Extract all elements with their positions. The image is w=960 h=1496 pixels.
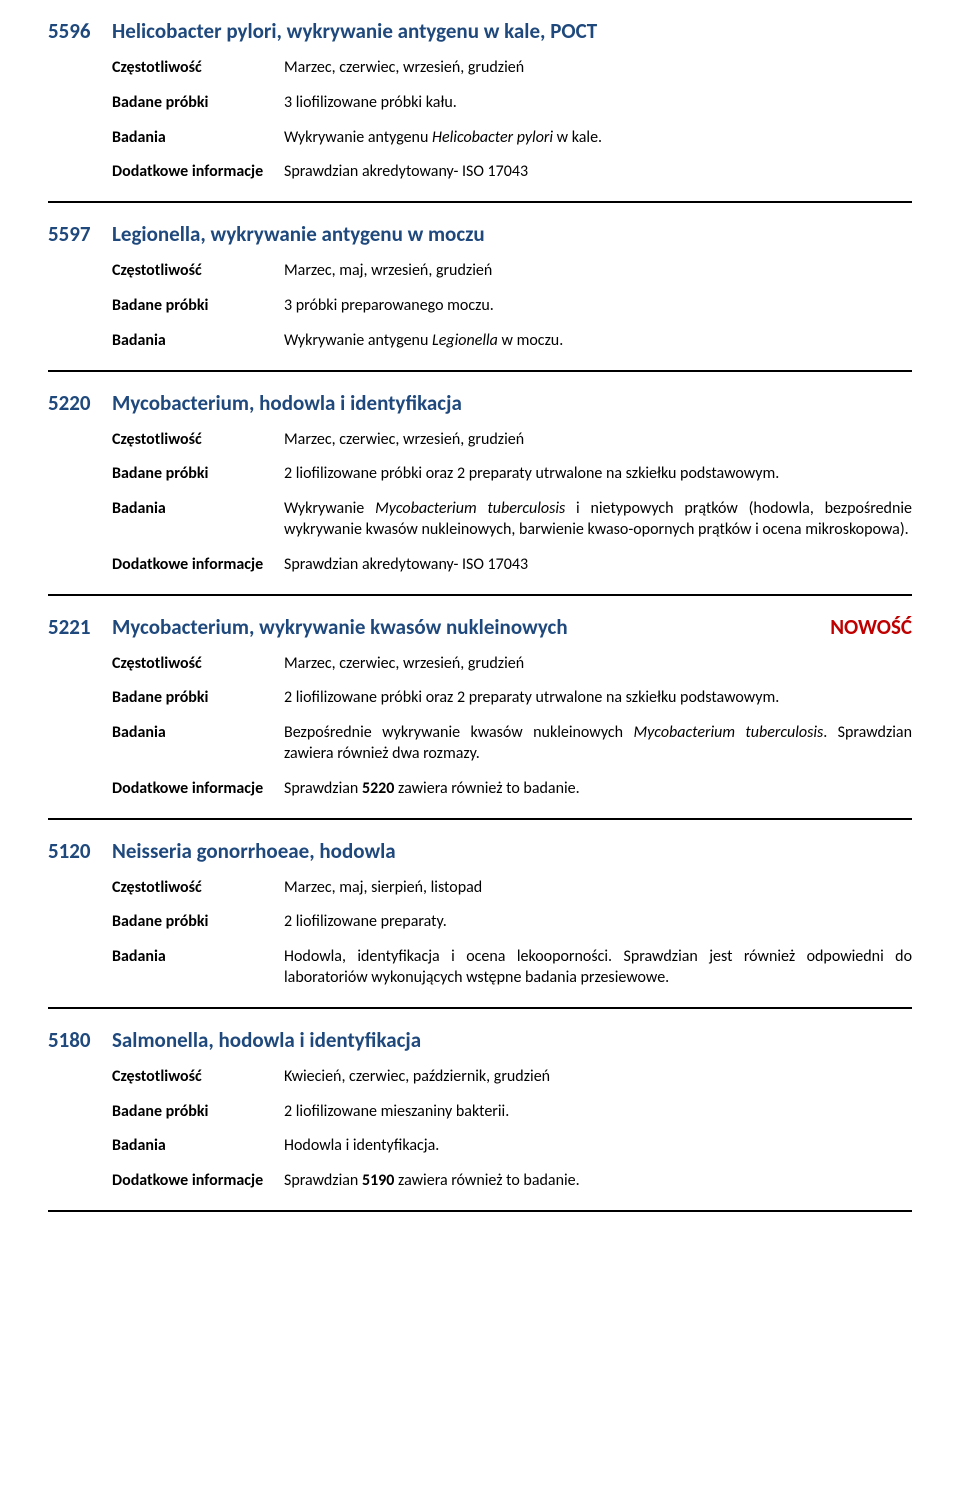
frequency-row: CzęstotliwośćMarzec, czerwiec, wrzesień,… <box>48 58 912 79</box>
entry-header: 5220Mycobacterium, hodowla i identyfikac… <box>48 390 912 416</box>
samples-row: Badane próbki3 próbki preparowanego mocz… <box>48 296 912 317</box>
tests-label: Badania <box>112 331 284 352</box>
samples-label: Badane próbki <box>112 688 284 709</box>
extra-info-label: Dodatkowe informacje <box>112 779 284 800</box>
frequency-row: CzęstotliwośćMarzec, maj, wrzesień, grud… <box>48 261 912 282</box>
entry: 5180Salmonella, hodowla i identyfikacja C… <box>48 1027 912 1192</box>
samples-label: Badane próbki <box>112 93 284 114</box>
entry-code: 5221 <box>48 614 112 640</box>
tests-value: Wykrywanie Mycobacterium tuberculosis i … <box>284 499 912 541</box>
frequency-value: Marzec, czerwiec, wrzesień, grudzień <box>284 430 912 451</box>
samples-label: Badane próbki <box>112 912 284 933</box>
frequency-label: Częstotliwość <box>112 878 284 899</box>
frequency-row: CzęstotliwośćKwiecień, czerwiec, paździe… <box>48 1067 912 1088</box>
frequency-row: CzęstotliwośćMarzec, czerwiec, wrzesień,… <box>48 430 912 451</box>
extra-info-row: Dodatkowe informacjeSprawdzian akredytow… <box>48 555 912 576</box>
entry-header: 5221Mycobacterium, wykrywanie kwasów nuk… <box>48 614 912 640</box>
tests-value: Hodowla i identyfikacja. <box>284 1136 912 1157</box>
entry-code: 5596 <box>48 18 112 44</box>
entry-title: Legionella, wykrywanie antygenu w moczu <box>112 221 912 247</box>
entry-code: 5597 <box>48 221 112 247</box>
samples-label: Badane próbki <box>112 464 284 485</box>
frequency-label: Częstotliwość <box>112 654 284 675</box>
tests-row: BadaniaBezpośrednie wykrywanie kwasów nu… <box>48 723 912 765</box>
frequency-label: Częstotliwość <box>112 430 284 451</box>
extra-info-row: Dodatkowe informacjeSprawdzian akredytow… <box>48 162 912 183</box>
tests-row: BadaniaWykrywanie Mycobacterium tubercul… <box>48 499 912 541</box>
extra-info-label: Dodatkowe informacje <box>112 162 284 183</box>
entry-title: Mycobacterium, wykrywanie kwasów nuklein… <box>112 614 818 640</box>
tests-row: BadaniaHodowla i identyfikacja. <box>48 1136 912 1157</box>
extra-info-value: Sprawdzian 5220 zawiera również to badan… <box>284 779 912 800</box>
entry-header: 5596Helicobacter pylori, wykrywanie anty… <box>48 18 912 44</box>
tests-row: BadaniaWykrywanie antygenu Helicobacter … <box>48 128 912 149</box>
entry-code: 5180 <box>48 1027 112 1053</box>
frequency-row: CzęstotliwośćMarzec, czerwiec, wrzesień,… <box>48 654 912 675</box>
divider <box>48 201 912 203</box>
tests-row: BadaniaWykrywanie antygenu Legionella w … <box>48 331 912 352</box>
frequency-value: Kwiecień, czerwiec, październik, grudzie… <box>284 1067 912 1088</box>
samples-value: 3 próbki preparowanego moczu. <box>284 296 912 317</box>
divider <box>48 370 912 372</box>
entry-title: Mycobacterium, hodowla i identyfikacja <box>112 390 912 416</box>
tests-row: BadaniaHodowla, identyfikacja i ocena le… <box>48 947 912 989</box>
tests-value: Hodowla, identyfikacja i ocena lekooporn… <box>284 947 912 989</box>
samples-row: Badane próbki2 liofilizowane próbki oraz… <box>48 688 912 709</box>
entries-list: 5596Helicobacter pylori, wykrywanie anty… <box>48 18 912 1212</box>
entry-header: 5597Legionella, wykrywanie antygenu w mo… <box>48 221 912 247</box>
divider <box>48 1210 912 1212</box>
extra-info-label: Dodatkowe informacje <box>112 1171 284 1192</box>
frequency-value: Marzec, czerwiec, wrzesień, grudzień <box>284 654 912 675</box>
tests-label: Badania <box>112 128 284 149</box>
entry-code: 5120 <box>48 838 112 864</box>
entry-header: 5180Salmonella, hodowla i identyfikacja <box>48 1027 912 1053</box>
tests-value: Wykrywanie antygenu Helicobacter pylori … <box>284 128 912 149</box>
entry-header: 5120Neisseria gonorrhoeae, hodowla <box>48 838 912 864</box>
tests-label: Badania <box>112 947 284 989</box>
frequency-row: CzęstotliwośćMarzec, maj, sierpień, list… <box>48 878 912 899</box>
samples-row: Badane próbki2 liofilizowane mieszaniny … <box>48 1102 912 1123</box>
extra-info-value: Sprawdzian 5190 zawiera również to badan… <box>284 1171 912 1192</box>
frequency-value: Marzec, czerwiec, wrzesień, grudzień <box>284 58 912 79</box>
entry: 5120Neisseria gonorrhoeae, hodowla Często… <box>48 838 912 989</box>
frequency-label: Częstotliwość <box>112 261 284 282</box>
tests-label: Badania <box>112 1136 284 1157</box>
samples-row: Badane próbki2 liofilizowane próbki oraz… <box>48 464 912 485</box>
tests-label: Badania <box>112 499 284 541</box>
frequency-label: Częstotliwość <box>112 1067 284 1088</box>
entry: 5221Mycobacterium, wykrywanie kwasów nuk… <box>48 614 912 800</box>
new-badge: NOWOŚĆ <box>830 614 912 640</box>
samples-label: Badane próbki <box>112 1102 284 1123</box>
divider <box>48 1007 912 1009</box>
tests-value: Wykrywanie antygenu Legionella w moczu. <box>284 331 912 352</box>
tests-label: Badania <box>112 723 284 765</box>
entry-title: Helicobacter pylori, wykrywanie antygenu… <box>112 18 912 44</box>
samples-label: Badane próbki <box>112 296 284 317</box>
samples-row: Badane próbki3 liofilizowane próbki kału… <box>48 93 912 114</box>
entry-title: Neisseria gonorrhoeae, hodowla <box>112 838 912 864</box>
samples-value: 2 liofilizowane próbki oraz 2 preparaty … <box>284 688 912 709</box>
extra-info-row: Dodatkowe informacjeSprawdzian 5220 zawi… <box>48 779 912 800</box>
extra-info-value: Sprawdzian akredytowany- ISO 17043 <box>284 162 912 183</box>
samples-row: Badane próbki2 liofilizowane preparaty. <box>48 912 912 933</box>
entry: 5220Mycobacterium, hodowla i identyfikac… <box>48 390 912 576</box>
tests-value: Bezpośrednie wykrywanie kwasów nukleinow… <box>284 723 912 765</box>
samples-value: 2 liofilizowane mieszaniny bakterii. <box>284 1102 912 1123</box>
extra-info-row: Dodatkowe informacjeSprawdzian 5190 zawi… <box>48 1171 912 1192</box>
samples-value: 2 liofilizowane preparaty. <box>284 912 912 933</box>
entry: 5597Legionella, wykrywanie antygenu w mo… <box>48 221 912 351</box>
samples-value: 2 liofilizowane próbki oraz 2 preparaty … <box>284 464 912 485</box>
entry-code: 5220 <box>48 390 112 416</box>
divider <box>48 594 912 596</box>
divider <box>48 818 912 820</box>
samples-value: 3 liofilizowane próbki kału. <box>284 93 912 114</box>
frequency-value: Marzec, maj, sierpień, listopad <box>284 878 912 899</box>
entry: 5596Helicobacter pylori, wykrywanie anty… <box>48 18 912 183</box>
frequency-value: Marzec, maj, wrzesień, grudzień <box>284 261 912 282</box>
frequency-label: Częstotliwość <box>112 58 284 79</box>
extra-info-value: Sprawdzian akredytowany- ISO 17043 <box>284 555 912 576</box>
extra-info-label: Dodatkowe informacje <box>112 555 284 576</box>
entry-title: Salmonella, hodowla i identyfikacja <box>112 1027 912 1053</box>
